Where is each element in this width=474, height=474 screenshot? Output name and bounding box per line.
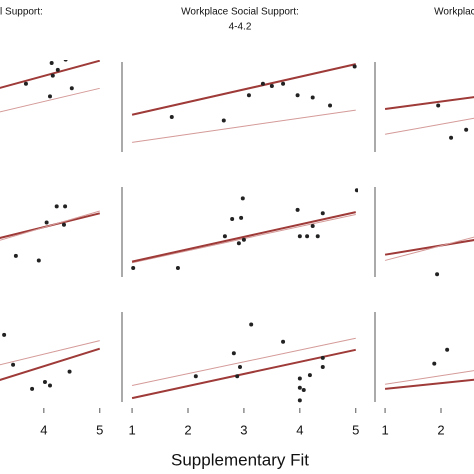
fit-line bbox=[131, 348, 356, 400]
point bbox=[221, 118, 226, 123]
x-tick-label: 3 bbox=[240, 422, 247, 437]
point bbox=[436, 103, 441, 108]
point bbox=[246, 93, 251, 98]
point bbox=[23, 81, 28, 86]
fit-line bbox=[131, 211, 356, 263]
x-tick-label: 2 bbox=[184, 422, 191, 437]
x-tick-label: 1 bbox=[381, 422, 388, 437]
point bbox=[449, 135, 454, 140]
point bbox=[69, 86, 74, 91]
point bbox=[240, 196, 245, 201]
point bbox=[231, 351, 236, 356]
point bbox=[297, 376, 302, 381]
x-tick-label: 4 bbox=[40, 422, 47, 437]
point bbox=[281, 339, 286, 344]
point bbox=[320, 355, 325, 360]
panel-title: Workplace Social Support: bbox=[434, 7, 474, 18]
point bbox=[13, 253, 18, 258]
point bbox=[249, 322, 254, 327]
point bbox=[464, 127, 469, 132]
point bbox=[222, 234, 227, 239]
point bbox=[47, 383, 52, 388]
point bbox=[131, 266, 136, 271]
fit-line bbox=[384, 370, 474, 385]
fit-line bbox=[0, 347, 101, 381]
x-tick-label: 4 bbox=[296, 422, 303, 437]
point bbox=[36, 258, 41, 263]
point bbox=[239, 215, 244, 220]
x-tick-label: 5 bbox=[352, 422, 359, 437]
point bbox=[230, 217, 235, 222]
point bbox=[61, 222, 66, 227]
point bbox=[320, 211, 325, 216]
panel-subtitle: 4-4.2 bbox=[229, 22, 252, 33]
panel-title: Workplace Social Support: bbox=[0, 7, 43, 18]
point bbox=[297, 398, 302, 403]
point bbox=[193, 374, 198, 379]
point bbox=[260, 81, 265, 86]
point bbox=[42, 380, 47, 384]
point bbox=[169, 115, 174, 120]
point bbox=[295, 93, 300, 98]
point bbox=[301, 388, 306, 393]
point bbox=[241, 237, 246, 242]
point bbox=[235, 374, 240, 379]
point bbox=[432, 361, 437, 366]
point bbox=[2, 332, 7, 337]
point bbox=[297, 385, 302, 390]
point bbox=[307, 373, 312, 378]
point bbox=[67, 369, 72, 374]
point bbox=[55, 67, 60, 72]
point bbox=[354, 188, 358, 193]
fit-line bbox=[131, 109, 356, 143]
fit-line bbox=[131, 63, 356, 116]
point bbox=[236, 241, 241, 246]
fit-line bbox=[131, 337, 356, 386]
x-tick-label: 2 bbox=[437, 422, 444, 437]
point bbox=[49, 61, 54, 65]
point bbox=[310, 95, 315, 100]
point bbox=[11, 362, 16, 367]
point bbox=[305, 234, 310, 239]
fit-line bbox=[0, 87, 100, 113]
point bbox=[103, 38, 107, 42]
point bbox=[87, 45, 91, 49]
fit-line bbox=[384, 378, 474, 390]
fit-line bbox=[384, 239, 474, 256]
x-tick-label: 5 bbox=[96, 422, 103, 437]
point bbox=[297, 234, 302, 239]
point bbox=[352, 64, 357, 69]
point bbox=[281, 81, 286, 86]
point bbox=[63, 60, 68, 62]
point bbox=[47, 94, 52, 99]
fit-line bbox=[0, 340, 100, 366]
point bbox=[63, 204, 68, 209]
x-tick-label: 1 bbox=[128, 422, 135, 437]
point bbox=[269, 84, 274, 88]
x-axis-label: Supplementary Fit bbox=[171, 450, 309, 469]
point bbox=[175, 266, 180, 271]
point bbox=[50, 73, 55, 78]
point bbox=[30, 386, 35, 391]
point bbox=[320, 365, 325, 370]
fit-line bbox=[384, 236, 474, 261]
fit-line bbox=[384, 117, 474, 135]
fit-line bbox=[0, 210, 100, 241]
fit-line bbox=[0, 60, 101, 89]
fit-line bbox=[384, 96, 474, 110]
point bbox=[315, 234, 320, 239]
point bbox=[435, 272, 440, 277]
point bbox=[445, 347, 450, 352]
panel-title: Workplace Social Support: bbox=[181, 7, 299, 18]
point bbox=[238, 365, 242, 370]
point bbox=[93, 303, 97, 307]
point bbox=[328, 103, 333, 108]
point bbox=[295, 207, 300, 212]
point bbox=[44, 220, 49, 225]
point bbox=[310, 223, 315, 228]
point bbox=[54, 204, 59, 209]
fit-line bbox=[0, 212, 101, 239]
